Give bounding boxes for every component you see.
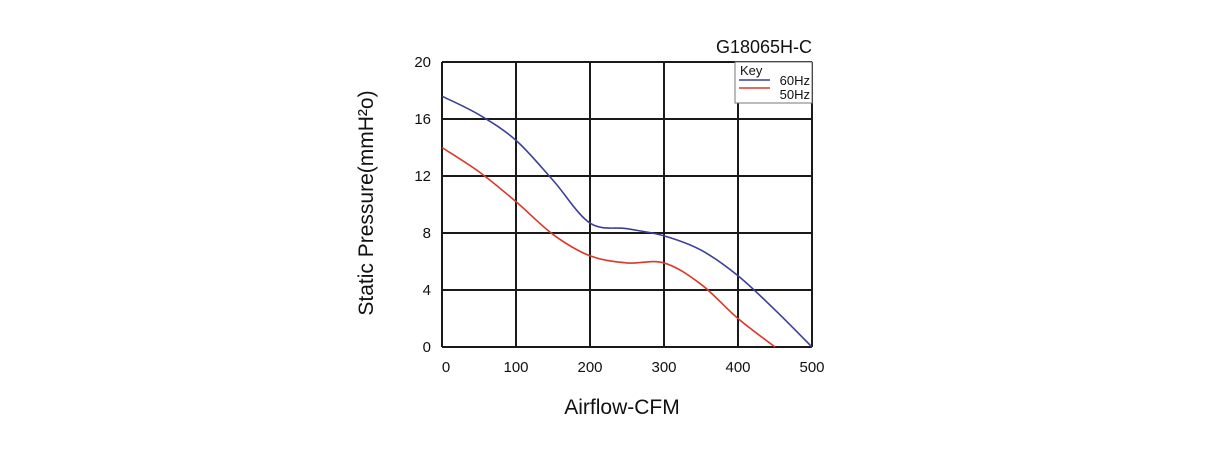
x-tick-label: 500 xyxy=(799,359,824,376)
x-tick-label: 400 xyxy=(725,359,750,376)
x-tick-label: 200 xyxy=(577,359,602,376)
y-tick-label: 4 xyxy=(423,282,431,299)
x-tick-label: 300 xyxy=(651,359,676,376)
x-tick-label: 100 xyxy=(503,359,528,376)
legend: Key 60Hz 50Hz xyxy=(734,61,813,104)
series-line-50hz xyxy=(441,146,776,348)
x-axis-title: Airflow-CFM xyxy=(564,396,680,419)
y-tick-label: 12 xyxy=(414,168,431,185)
chart-title: G18065H-C xyxy=(716,37,812,57)
series-layer xyxy=(441,95,813,348)
y-tick-label: 8 xyxy=(423,225,431,242)
legend-label-60hz: 60Hz xyxy=(780,73,810,88)
y-tick-label: 0 xyxy=(423,339,431,356)
legend-title: Key xyxy=(740,63,763,78)
x-tick-label: 0 xyxy=(442,359,450,376)
y-tick-label: 20 xyxy=(414,54,431,71)
y-tick-label: 16 xyxy=(414,111,431,128)
y-axis-title: Static Pressure(mmH²o) xyxy=(355,90,378,315)
legend-box xyxy=(734,61,813,104)
tick-layer: 0 100 200 300 400 500 0 4 8 12 16 20 xyxy=(414,54,824,376)
series-line-60hz xyxy=(441,95,813,348)
legend-label-50hz: 50Hz xyxy=(780,87,810,102)
grid-layer xyxy=(441,61,813,348)
